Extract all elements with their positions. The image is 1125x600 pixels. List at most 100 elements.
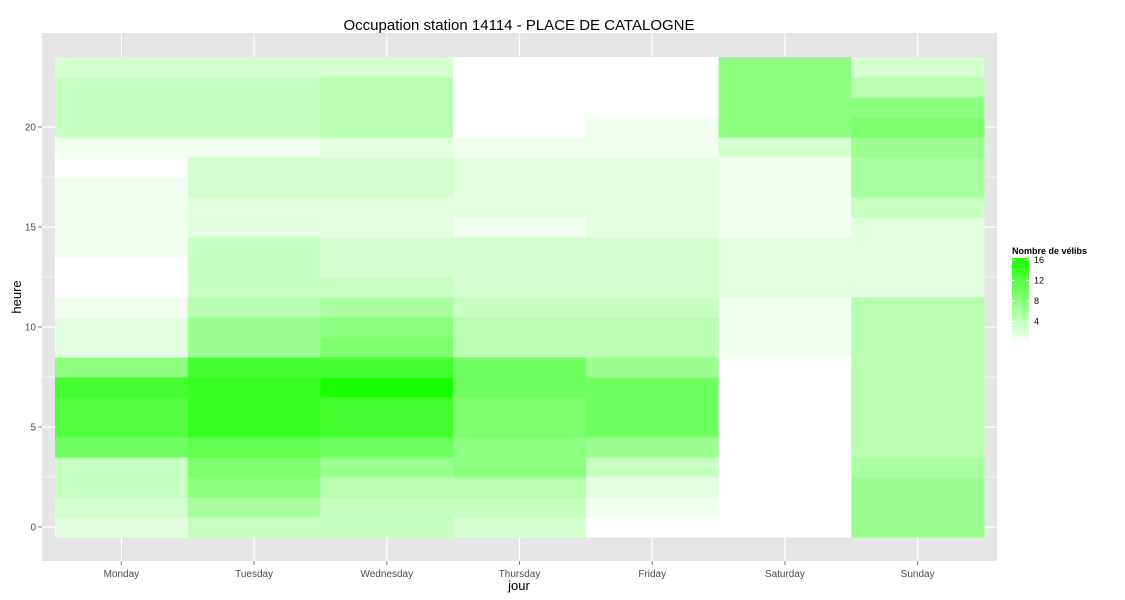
- heatmap-cell: [851, 177, 985, 198]
- heatmap-cell: [187, 197, 321, 218]
- y-tick-label: 20: [25, 123, 37, 134]
- heatmap-cell: [453, 57, 587, 78]
- heatmap-cell: [187, 97, 321, 118]
- heatmap-cell: [55, 117, 189, 138]
- legend-tick-label: 16: [1034, 255, 1044, 265]
- y-axis-title: heure: [9, 280, 24, 313]
- heatmap-cell: [320, 77, 454, 98]
- heatmap-cell: [55, 157, 189, 178]
- heatmap-cell: [718, 317, 852, 338]
- heatmap-cell: [718, 297, 852, 318]
- x-tick-label: Thursday: [499, 569, 541, 580]
- heatmap-cell: [187, 117, 321, 138]
- heatmap-cell: [55, 457, 189, 478]
- x-tick-label: Wednesday: [360, 569, 413, 580]
- heatmap-cell: [453, 97, 587, 118]
- legend-title: Nombre de vélibs: [1012, 246, 1087, 256]
- heatmap-cell: [320, 397, 454, 418]
- heatmap-cell: [851, 317, 985, 338]
- heatmap-cell: [320, 237, 454, 258]
- heatmap-cell: [585, 117, 720, 138]
- heatmap-cell: [187, 257, 321, 278]
- heatmap-cell: [320, 257, 454, 278]
- heatmap-cell: [320, 277, 454, 298]
- heatmap-cell: [453, 237, 587, 258]
- heatmap-cell: [55, 397, 189, 418]
- heatmap-cell: [718, 157, 852, 178]
- heatmap-cell: [55, 417, 189, 438]
- heatmap-cell: [718, 77, 852, 98]
- heatmap-cell: [718, 457, 852, 478]
- heatmap-cell: [585, 377, 720, 398]
- heatmap-cell: [851, 217, 985, 238]
- heatmap-cell: [320, 117, 454, 138]
- heatmap-cell: [55, 137, 189, 158]
- heatmap-cell: [585, 57, 720, 78]
- heatmap-cell: [187, 357, 321, 378]
- heatmap-cell: [453, 137, 587, 158]
- heatmap-cell: [187, 477, 321, 498]
- heatmap-cell: [851, 97, 985, 118]
- heatmap-cell: [718, 417, 852, 438]
- heatmap-cell: [320, 337, 454, 358]
- heatmap-cell: [851, 197, 985, 218]
- heatmap-cell: [585, 397, 720, 418]
- heatmap-cell: [55, 237, 189, 258]
- heatmap-cell: [320, 137, 454, 158]
- heatmap-cell: [718, 337, 852, 358]
- heatmap-cell: [851, 237, 985, 258]
- heatmap-cell: [453, 77, 587, 98]
- legend-colorbar: [1012, 258, 1029, 344]
- heatmap-cell: [187, 437, 321, 458]
- heatmap-cell: [718, 497, 852, 518]
- y-tick-label: 5: [30, 423, 36, 434]
- heatmap-cell: [585, 277, 720, 298]
- heatmap-cell: [585, 517, 720, 538]
- heatmap-cell: [453, 517, 587, 538]
- heatmap-cell: [320, 297, 454, 318]
- heatmap-cell: [585, 497, 720, 518]
- heatmap-cell: [851, 257, 985, 278]
- heatmap-cell: [718, 377, 852, 398]
- heatmap-cell: [55, 177, 189, 198]
- legend-ticks: 4 8 12 16: [1012, 255, 1044, 327]
- heatmap-cell: [55, 437, 189, 458]
- heatmap-cell: [453, 297, 587, 318]
- heatmap-cell: [851, 397, 985, 418]
- heatmap-cell: [851, 117, 985, 138]
- heatmap-cell: [718, 177, 852, 198]
- heatmap-cell: [585, 317, 720, 338]
- heatmap-cell: [187, 277, 321, 298]
- heatmap-cell: [320, 157, 454, 178]
- heatmap-cell: [453, 357, 587, 378]
- heatmap-cell: [55, 297, 189, 318]
- heatmap-cell: [55, 277, 189, 298]
- heatmap-cell: [851, 277, 985, 298]
- heatmap-cell: [55, 517, 189, 538]
- heatmap-cell: [320, 477, 454, 498]
- heatmap-cell: [585, 77, 720, 98]
- heatmap-cell: [585, 477, 720, 498]
- heatmap-cell: [320, 57, 454, 78]
- heatmap-cell: [453, 497, 587, 518]
- y-axis: 0 5 10 15 20: [25, 123, 42, 534]
- heatmap-cell: [187, 177, 321, 198]
- heatmap-cell: [320, 197, 454, 218]
- heatmap-cell: [851, 137, 985, 158]
- heatmap-cell: [851, 457, 985, 478]
- x-tick-label: Sunday: [901, 569, 935, 580]
- heatmap-cell: [851, 437, 985, 458]
- heatmap-cell: [55, 257, 189, 278]
- x-axis-title: jour: [507, 578, 530, 593]
- heatmap-cell: [585, 457, 720, 478]
- chart-title: Occupation station 14114 - PLACE DE CATA…: [344, 17, 695, 34]
- heatmap-cell: [851, 157, 985, 178]
- heatmap-cell: [718, 477, 852, 498]
- heatmap-cell: [187, 57, 321, 78]
- heatmap-cell: [320, 357, 454, 378]
- heatmap-cell: [585, 217, 720, 238]
- legend-tick-label: 12: [1034, 276, 1044, 286]
- heatmap-cell: [718, 517, 852, 538]
- heatmap-cell: [187, 397, 321, 418]
- heatmap-cell: [187, 297, 321, 318]
